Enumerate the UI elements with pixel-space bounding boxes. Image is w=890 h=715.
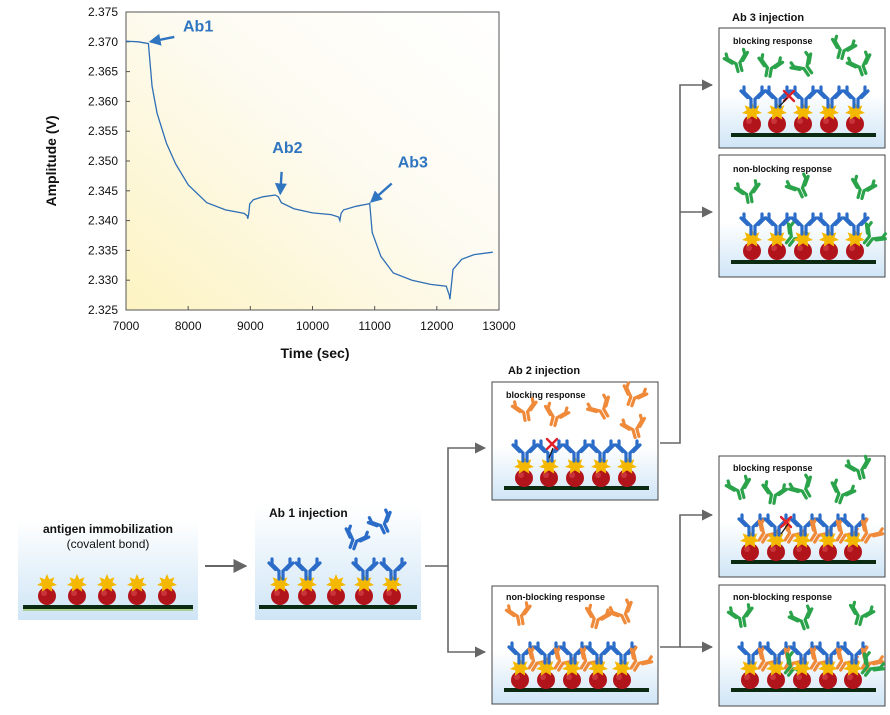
card-ab2-blocking: blocking response [491,381,659,501]
panel-ab1-injection: Ab 1 injection [255,505,421,620]
y-tick-label: 2.360 [88,94,118,108]
x-axis-label: Time (sec) [281,345,350,361]
y-tick-label: 2.325 [88,303,118,317]
ab2-injection-heading: Ab 2 injection [508,365,580,377]
y-tick-label: 2.375 [88,5,118,19]
x-tick-label: 7000 [113,319,140,333]
y-tick-label: 2.370 [88,35,118,49]
annotation-ab1-arrow [148,33,175,46]
card-ab3-blocking: blocking response [718,27,886,149]
x-axis-ticks: 7000 8000 9000 10000 11000 12000 13000 [113,306,516,333]
panel-antigen-immobilization: antigen immobilization (covalent bond) [18,520,198,620]
y-tick-label: 2.350 [88,154,118,168]
y-tick-label: 2.345 [88,184,118,198]
plot-area [125,11,500,311]
ab3-injection-heading: Ab 3 injection [732,12,804,24]
card-ab3-nonblocking: non-blocking response [718,154,888,278]
x-tick-label: 9000 [237,319,264,333]
y-tick-label: 2.335 [88,243,118,257]
annotation-ab1-label: Ab1 [183,19,213,36]
flow-arrow [660,79,714,444]
y-axis-label: Amplitude (V) [43,116,59,207]
y-tick-label: 2.340 [88,214,118,228]
amplitude-series-line [125,40,493,300]
y-axis-ticks: 2.325 2.330 2.335 2.340 2.345 2.350 2.355 2.360… [88,5,130,317]
card-ab3-lower-blocking: blocking response [718,456,886,578]
flow-arrow [660,509,714,648]
annotation-ab3-label: Ab3 [398,154,428,171]
panel-title: antigen immobilization [43,522,173,536]
injection-annotations: Ab1 Ab2 Ab3 [148,19,428,203]
sensor-surface [23,605,193,609]
card-ab2-nonblocking: non-blocking response [491,585,659,705]
card-label: blocking response [733,36,813,46]
annotation-ab3-arrow [369,182,393,203]
flow-arrow [425,442,487,567]
card-ab3-lower-nonblocking: non-blocking response [718,584,886,707]
panel-subtitle: (covalent bond) [67,537,150,551]
x-tick-label: 10000 [296,319,330,333]
y-tick-label: 2.355 [88,124,118,138]
y-tick-label: 2.330 [88,273,118,287]
x-tick-label: 13000 [482,319,516,333]
x-tick-label: 12000 [420,319,454,333]
flow-arrow [447,566,487,658]
x-tick-label: 8000 [175,319,202,333]
panel-title: Ab 1 injection [269,506,348,520]
card-label: blocking response [506,390,586,400]
sensor-surface [259,605,417,609]
annotation-ab2-label: Ab2 [272,140,302,157]
annotation-ab2-arrow [274,171,287,196]
card-label: non-blocking response [733,164,832,174]
x-tick-label: 11000 [358,319,391,333]
card-label: blocking response [733,463,813,473]
card-label: non-blocking response [506,592,605,602]
card-label: non-blocking response [733,592,832,602]
amplitude-chart: 2.325 2.330 2.335 2.340 2.345 2.350 2.355 2.360… [43,5,516,361]
y-tick-label: 2.365 [88,65,118,79]
